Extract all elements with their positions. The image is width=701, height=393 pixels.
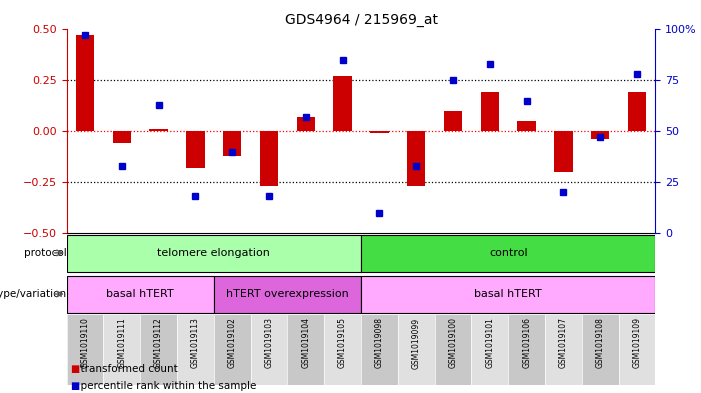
Bar bbox=[334, 76, 352, 131]
Bar bbox=[508, 316, 545, 385]
Bar bbox=[104, 316, 140, 385]
Bar bbox=[149, 129, 168, 131]
Bar bbox=[444, 111, 462, 131]
Bar bbox=[223, 131, 241, 156]
Text: protocol: protocol bbox=[24, 248, 67, 258]
Bar bbox=[76, 35, 94, 131]
Bar bbox=[398, 316, 435, 385]
Bar bbox=[591, 131, 609, 140]
Bar bbox=[554, 131, 573, 172]
Text: GSM1019101: GSM1019101 bbox=[485, 318, 494, 368]
Text: GSM1019109: GSM1019109 bbox=[632, 318, 641, 369]
Bar bbox=[361, 316, 398, 385]
Bar bbox=[67, 276, 214, 313]
Bar bbox=[251, 316, 287, 385]
Bar bbox=[214, 276, 361, 313]
Text: GSM1019103: GSM1019103 bbox=[264, 318, 273, 369]
Text: genotype/variation: genotype/variation bbox=[0, 289, 67, 299]
Text: transformed count: transformed count bbox=[74, 364, 177, 375]
Text: percentile rank within the sample: percentile rank within the sample bbox=[74, 381, 256, 391]
Bar bbox=[471, 316, 508, 385]
Bar bbox=[628, 92, 646, 131]
Text: GSM1019112: GSM1019112 bbox=[154, 318, 163, 368]
Bar bbox=[140, 316, 177, 385]
Bar bbox=[177, 316, 214, 385]
Bar bbox=[113, 131, 131, 143]
Bar bbox=[214, 316, 251, 385]
Text: GSM1019110: GSM1019110 bbox=[81, 318, 90, 368]
Text: GSM1019098: GSM1019098 bbox=[375, 318, 384, 369]
Text: GSM1019102: GSM1019102 bbox=[228, 318, 237, 368]
Bar bbox=[186, 131, 205, 168]
Bar bbox=[582, 316, 619, 385]
Text: ■: ■ bbox=[70, 381, 79, 391]
Bar bbox=[67, 316, 104, 385]
Bar bbox=[370, 131, 388, 133]
Text: basal hTERT: basal hTERT bbox=[475, 289, 542, 299]
Text: GSM1019104: GSM1019104 bbox=[301, 318, 311, 369]
Text: GSM1019111: GSM1019111 bbox=[117, 318, 126, 368]
Bar bbox=[517, 121, 536, 131]
Title: GDS4964 / 215969_at: GDS4964 / 215969_at bbox=[285, 13, 437, 27]
Bar bbox=[361, 276, 655, 313]
Bar bbox=[407, 131, 426, 186]
Text: GSM1019107: GSM1019107 bbox=[559, 318, 568, 369]
Text: GSM1019105: GSM1019105 bbox=[338, 318, 347, 369]
Text: GSM1019108: GSM1019108 bbox=[596, 318, 605, 368]
Bar bbox=[435, 316, 471, 385]
Bar bbox=[619, 316, 655, 385]
Bar bbox=[481, 92, 499, 131]
Bar bbox=[287, 316, 325, 385]
Text: GSM1019100: GSM1019100 bbox=[449, 318, 458, 369]
Bar bbox=[260, 131, 278, 186]
Text: hTERT overexpression: hTERT overexpression bbox=[226, 289, 349, 299]
Bar bbox=[545, 316, 582, 385]
Text: ■: ■ bbox=[70, 364, 79, 375]
Bar bbox=[361, 235, 655, 272]
Text: telomere elongation: telomere elongation bbox=[157, 248, 271, 258]
Bar bbox=[324, 316, 361, 385]
Text: basal hTERT: basal hTERT bbox=[107, 289, 174, 299]
Bar bbox=[297, 117, 315, 131]
Text: GSM1019113: GSM1019113 bbox=[191, 318, 200, 368]
Bar bbox=[67, 235, 361, 272]
Text: GSM1019099: GSM1019099 bbox=[411, 318, 421, 369]
Text: GSM1019106: GSM1019106 bbox=[522, 318, 531, 369]
Text: control: control bbox=[489, 248, 528, 258]
